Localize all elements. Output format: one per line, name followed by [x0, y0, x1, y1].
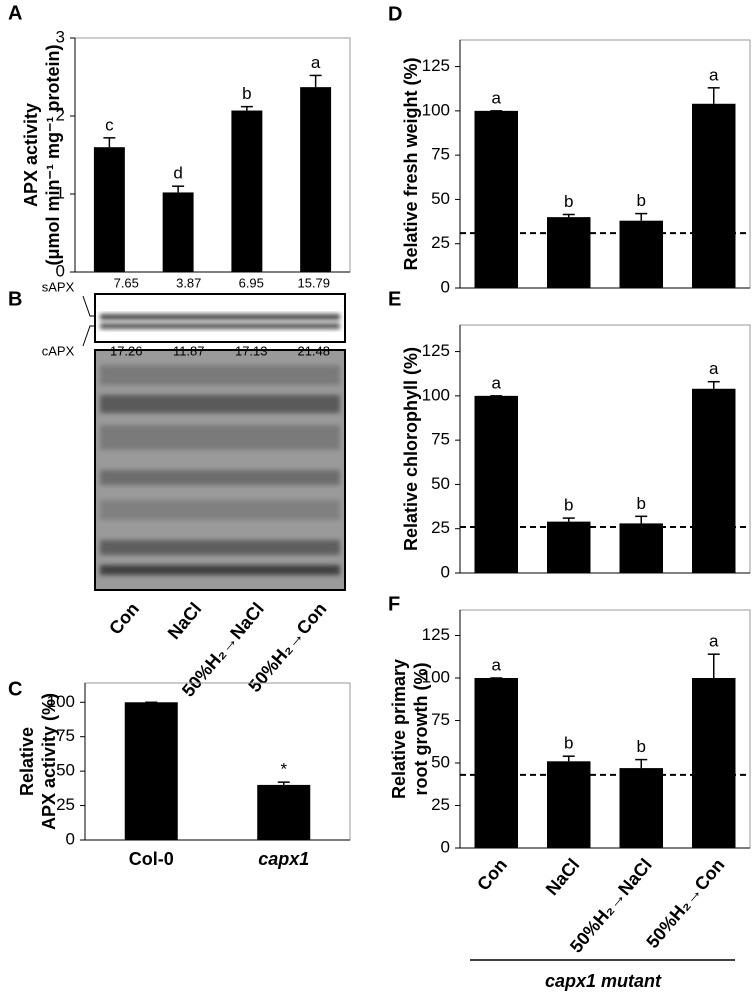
bar: [162, 192, 194, 272]
y-tick-label: 50: [431, 752, 450, 771]
bar: [692, 388, 736, 573]
significance-letter: a: [492, 373, 502, 392]
y-axis-label: Relative: [17, 727, 37, 796]
bar: [474, 110, 518, 288]
y-axis-label: root growth (%): [411, 663, 431, 796]
bar: [619, 768, 663, 848]
y-axis-label: APX activity: [21, 103, 41, 207]
y-tick-label: 100: [422, 385, 450, 404]
significance-letter: c: [105, 115, 114, 134]
x-tick-label: capx1: [258, 849, 309, 869]
x-tick-label: NaCl: [542, 855, 584, 899]
x-tick-label: 50%H₂→Con: [642, 855, 728, 952]
bar: [124, 702, 178, 840]
y-tick-label: 3: [56, 27, 65, 46]
x-tick-label: Con: [473, 855, 511, 895]
band-intensity: 21.48: [297, 343, 330, 358]
band-label: sAPX: [42, 279, 75, 294]
y-tick-label: 0: [441, 277, 450, 296]
y-tick-label: 100: [47, 692, 75, 711]
y-tick-label: 75: [431, 430, 450, 449]
significance-letter: a: [709, 632, 719, 651]
bar: [692, 103, 736, 289]
y-tick-label: 125: [422, 56, 450, 75]
y-tick-label: 25: [431, 795, 450, 814]
x-tick-label: Col-0: [129, 849, 174, 869]
band-intensity: 3.87: [176, 275, 201, 290]
y-axis-label: APX activity (%): [39, 693, 59, 830]
significance-letter: *: [280, 760, 287, 779]
panel-letter: C: [8, 678, 22, 700]
bar: [257, 784, 311, 840]
band-label: cAPX: [42, 343, 75, 358]
y-tick-label: 0: [66, 829, 75, 848]
band-intensity: 17.26: [110, 343, 143, 358]
y-tick-label: 50: [431, 189, 450, 208]
band-intensity: 6.95: [239, 275, 264, 290]
y-tick-label: 0: [56, 261, 65, 280]
y-tick-label: 125: [422, 341, 450, 360]
bar: [619, 523, 663, 573]
x-axis-label: capx1 mutant: [545, 971, 662, 991]
bar: [474, 678, 518, 848]
lane-label: Con: [105, 599, 143, 639]
bar: [300, 87, 332, 272]
y-tick-label: 2: [56, 105, 65, 124]
panel-letter: E: [388, 288, 401, 310]
bar: [93, 147, 125, 272]
y-tick-label: 0: [441, 562, 450, 581]
significance-letter: b: [637, 494, 646, 513]
bar: [474, 395, 518, 573]
panel-letter: D: [388, 3, 402, 25]
band-intensity: 11.87: [173, 343, 205, 358]
significance-letter: d: [173, 164, 182, 183]
y-tick-label: 25: [431, 518, 450, 537]
bar: [619, 220, 663, 288]
y-tick-label: 75: [56, 726, 75, 745]
significance-letter: b: [564, 192, 573, 211]
bar: [692, 678, 736, 848]
y-tick-label: 25: [431, 233, 450, 252]
y-tick-label: 50: [56, 761, 75, 780]
y-axis-label: Relative fresh weight (%): [401, 57, 421, 270]
y-axis-label: Relative primary: [389, 659, 409, 799]
y-tick-label: 75: [431, 145, 450, 164]
y-tick-label: 1: [56, 183, 65, 202]
significance-letter: b: [637, 737, 646, 756]
band-intensity: 15.79: [297, 275, 330, 290]
significance-letter: b: [564, 734, 573, 753]
band-intensity: 17.13: [235, 343, 268, 358]
panel-letter: B: [8, 288, 22, 310]
y-tick-label: 50: [431, 474, 450, 493]
panel-letter: F: [388, 593, 400, 615]
significance-letter: a: [492, 88, 502, 107]
band-intensity: 7.65: [114, 275, 139, 290]
lane-label: NaCl: [164, 599, 206, 643]
y-axis-label: Relative chlorophyll (%): [401, 347, 421, 551]
blot-image: [82, 293, 346, 591]
bar: [547, 217, 591, 288]
significance-letter: b: [637, 191, 646, 210]
y-tick-label: 0: [441, 837, 450, 856]
y-tick-label: 75: [431, 710, 450, 729]
y-tick-label: 125: [422, 625, 450, 644]
y-tick-label: 25: [56, 795, 75, 814]
bar: [231, 110, 263, 272]
significance-letter: a: [492, 655, 502, 674]
significance-letter: a: [709, 359, 719, 378]
significance-letter: a: [709, 65, 719, 84]
significance-letter: a: [311, 53, 321, 72]
significance-letter: b: [242, 84, 251, 103]
panel-letter: A: [8, 2, 22, 24]
y-tick-label: 100: [422, 667, 450, 686]
y-axis-label: (μmol min⁻¹ mg⁻¹ protein): [43, 45, 63, 266]
y-tick-label: 100: [422, 100, 450, 119]
bar: [547, 521, 591, 573]
significance-letter: b: [564, 496, 573, 515]
